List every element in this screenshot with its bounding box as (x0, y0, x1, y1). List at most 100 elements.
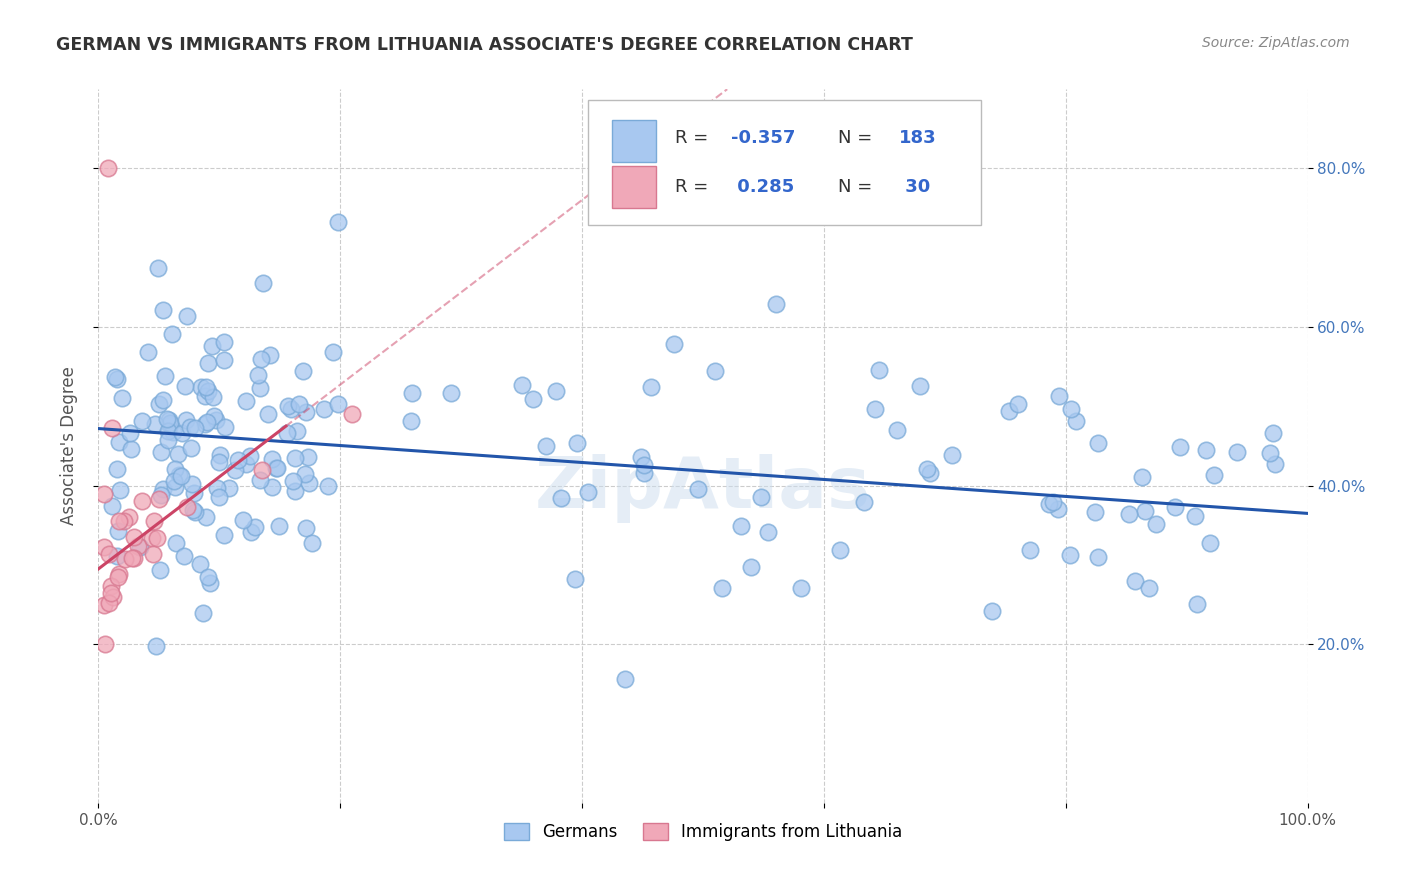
Point (146, 531, 169, 545)
Point (114, 551, 136, 566)
Point (285, 424, 308, 438)
Point (510, 378, 533, 392)
Text: GERMAN VS IMMIGRANTS FROM LITHUANIA ASSOCIATE'S DEGREE CORRELATION CHART: GERMAN VS IMMIGRANTS FROM LITHUANIA ASSO… (56, 36, 912, 54)
Point (277, 399, 299, 413)
Point (150, 488, 173, 502)
Point (1123, 574, 1146, 589)
Point (207, 481, 229, 495)
Point (633, 458, 655, 472)
Point (316, 478, 339, 492)
Point (250, 352, 273, 367)
Point (176, 500, 198, 515)
Point (401, 385, 423, 400)
Point (703, 364, 725, 378)
FancyBboxPatch shape (613, 166, 655, 209)
Point (173, 378, 195, 392)
Text: -0.357: -0.357 (731, 129, 796, 147)
Point (1198, 535, 1220, 549)
Point (249, 474, 271, 488)
Point (565, 436, 588, 450)
Point (191, 606, 214, 620)
Point (1118, 507, 1140, 521)
Text: 183: 183 (898, 129, 936, 147)
Point (1007, 397, 1029, 411)
Point (212, 528, 235, 542)
Point (94, 637, 117, 651)
Point (97, 161, 120, 176)
Point (262, 452, 284, 467)
Point (758, 524, 780, 539)
Point (232, 513, 254, 527)
Point (1164, 500, 1187, 515)
Point (195, 416, 218, 430)
Point (740, 559, 762, 574)
Point (852, 495, 875, 509)
Point (110, 483, 132, 497)
Point (157, 425, 180, 439)
Point (202, 390, 225, 404)
Point (297, 450, 319, 464)
Point (1038, 497, 1060, 511)
Point (664, 337, 686, 351)
Point (1046, 502, 1069, 516)
Point (239, 524, 262, 539)
Point (180, 441, 202, 455)
Point (194, 379, 217, 393)
Point (440, 385, 463, 400)
Point (1018, 543, 1040, 558)
Point (218, 481, 240, 495)
Point (298, 476, 321, 491)
Text: 0.285: 0.285 (731, 178, 794, 196)
Point (148, 491, 170, 506)
Point (149, 445, 172, 459)
Point (915, 462, 938, 476)
Point (342, 407, 364, 421)
Y-axis label: Associate's Degree: Associate's Degree (59, 367, 77, 525)
Point (314, 401, 336, 416)
Point (1059, 548, 1081, 562)
Point (105, 372, 128, 386)
Point (181, 502, 204, 516)
Point (197, 570, 219, 584)
Point (190, 557, 212, 571)
Point (544, 384, 567, 398)
Point (152, 303, 174, 318)
Point (153, 368, 176, 383)
Point (246, 368, 269, 382)
Point (100, 586, 122, 600)
Point (1087, 435, 1109, 450)
Point (399, 414, 422, 428)
Point (1084, 505, 1107, 519)
Point (157, 412, 180, 426)
Point (118, 509, 141, 524)
Point (208, 491, 231, 505)
Point (143, 417, 166, 431)
Point (163, 475, 186, 489)
Point (173, 549, 195, 563)
Point (201, 339, 224, 353)
Point (98, 596, 121, 610)
Point (107, 524, 129, 538)
Point (184, 505, 207, 519)
Point (1168, 440, 1191, 454)
Point (730, 518, 752, 533)
Point (108, 514, 131, 528)
Point (252, 277, 274, 291)
Point (908, 379, 931, 393)
Point (886, 423, 908, 437)
Point (98, 547, 121, 561)
Point (152, 482, 174, 496)
Point (183, 486, 205, 500)
Point (209, 448, 232, 462)
Point (124, 530, 146, 544)
Point (1133, 504, 1156, 518)
Text: Source: ZipAtlas.com: Source: ZipAtlas.com (1202, 36, 1350, 50)
Point (249, 381, 271, 395)
Point (176, 309, 198, 323)
Point (281, 474, 304, 488)
Point (159, 418, 181, 433)
Point (287, 397, 309, 411)
Point (1261, 425, 1284, 440)
Point (269, 519, 291, 533)
Point (101, 591, 124, 605)
